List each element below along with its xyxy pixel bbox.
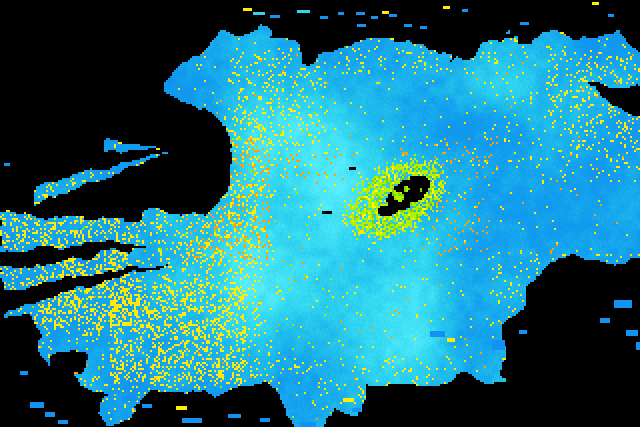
- radar-canvas: [0, 0, 640, 427]
- radar-image: [0, 0, 640, 427]
